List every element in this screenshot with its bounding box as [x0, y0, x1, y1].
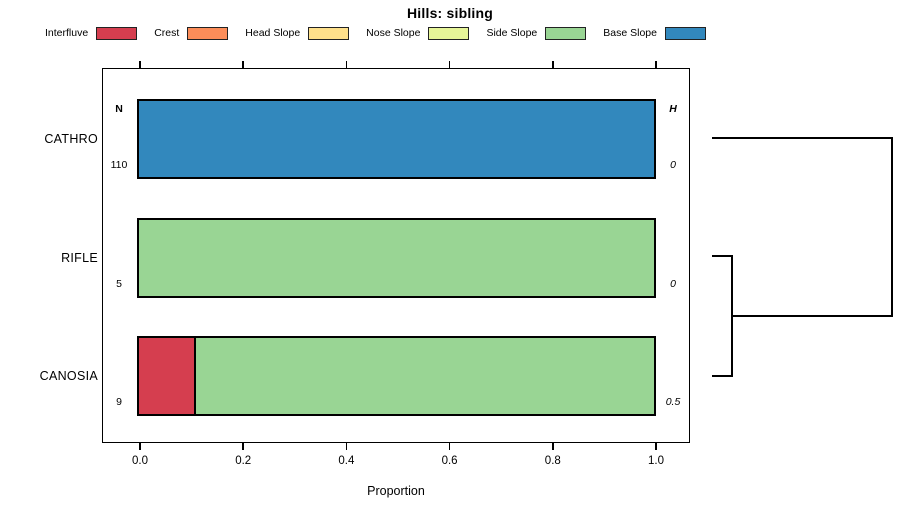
x-tick-label: 1.0: [648, 455, 664, 467]
legend-label: Crest: [154, 27, 180, 39]
stacked-bar: [137, 336, 656, 416]
legend-item: Base Slope: [603, 26, 706, 40]
x-tick: [242, 61, 244, 68]
legend: Interfluve Crest Head Slope Nose Slope Side …: [45, 25, 706, 41]
legend-item: Side Slope: [486, 26, 587, 40]
legend-item: Head Slope: [245, 26, 350, 40]
h-value: 0: [670, 159, 676, 171]
n-value: 110: [110, 159, 128, 171]
bar-segment-base-slope: [139, 101, 654, 177]
x-axis-label: Proportion: [367, 484, 425, 498]
x-tick: [139, 443, 141, 450]
stacked-bar: [137, 218, 656, 298]
x-tick: [448, 443, 451, 450]
bar-segment-side-slope: [196, 338, 654, 414]
n-value: 5: [116, 278, 122, 290]
legend-label: Nose Slope: [366, 27, 421, 39]
stacked-bar: [137, 99, 656, 179]
bar-segment-interfluve: [139, 338, 197, 414]
legend-item: Crest: [154, 26, 229, 40]
bar-segment-side-slope: [139, 220, 654, 296]
x-tick: [345, 443, 348, 450]
x-tick: [552, 61, 554, 68]
x-tick: [655, 443, 657, 450]
h-value: 0.5: [665, 396, 681, 408]
legend-item: Interfluve: [45, 26, 138, 40]
legend-swatch: [308, 26, 350, 40]
legend-swatch: [187, 26, 229, 40]
h-value: 0: [670, 278, 676, 290]
n-column-header: N: [115, 103, 123, 115]
legend-swatch: [664, 26, 706, 40]
legend-swatch: [428, 26, 470, 40]
x-tick: [552, 443, 554, 450]
legend-label: Head Slope: [245, 27, 301, 39]
dendrogram-branch-canosia: [712, 375, 733, 377]
legend-swatch: [545, 26, 587, 40]
legend-item: Nose Slope: [366, 26, 470, 40]
chart-title: Hills: sibling: [406, 5, 494, 21]
x-tick: [655, 61, 657, 68]
legend-label: Base Slope: [603, 27, 657, 39]
x-tick-label: 0.0: [132, 455, 148, 467]
x-tick: [448, 61, 451, 68]
legend-label: Side Slope: [486, 27, 538, 39]
dendrogram-root-horizontal: [732, 315, 893, 317]
dendrogram-root-vertical: [891, 137, 893, 317]
dendrogram-subcluster-vertical: [731, 255, 733, 377]
plot-area: [102, 68, 690, 443]
x-tick-label: 0.2: [235, 455, 252, 467]
x-tick: [345, 61, 348, 68]
legend-label: Interfluve: [45, 27, 89, 39]
bar-row-label: RIFLE: [61, 251, 98, 265]
h-column-header: H: [669, 103, 677, 115]
x-tick-label: 0.8: [544, 455, 561, 467]
dendrogram-branch-rifle: [712, 255, 733, 257]
bar-row-label: CATHRO: [44, 132, 98, 146]
legend-swatch: [96, 26, 138, 40]
bar-row-label: CANOSIA: [39, 369, 98, 383]
x-tick: [139, 61, 141, 68]
dendrogram-branch-cathro: [712, 137, 893, 139]
n-value: 9: [116, 396, 122, 408]
x-tick-label: 0.4: [338, 455, 355, 467]
x-tick-label: 0.6: [441, 455, 458, 467]
x-tick: [242, 443, 244, 450]
